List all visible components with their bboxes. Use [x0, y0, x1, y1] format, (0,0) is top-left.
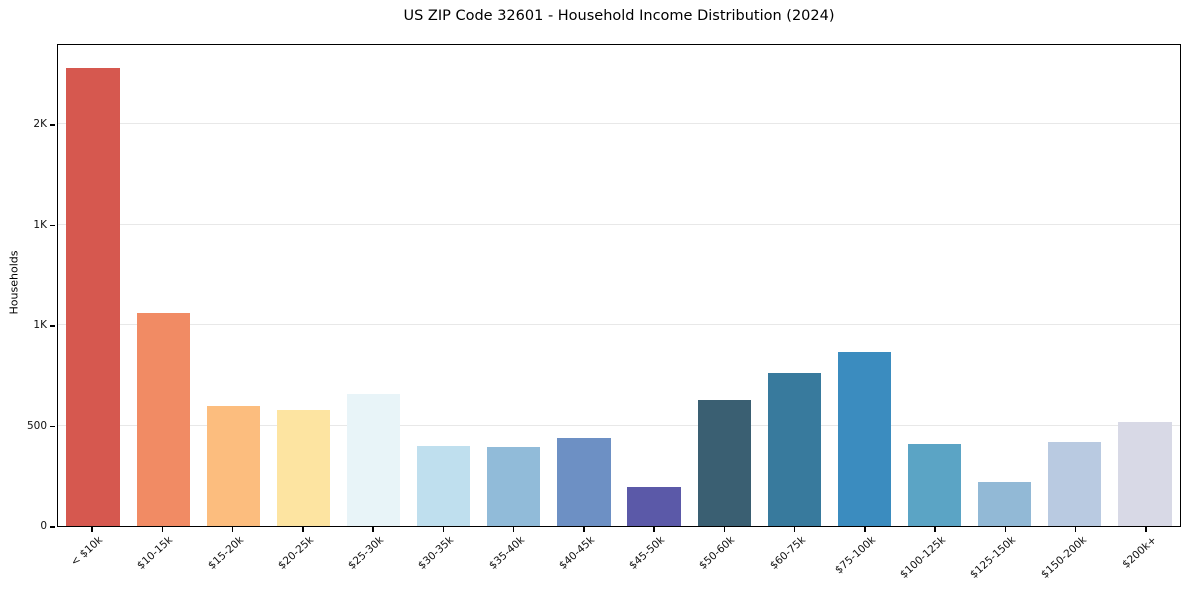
- bar-30-35k: [417, 446, 471, 526]
- x-tick-label: < $10k: [68, 534, 106, 569]
- y-axis-label: Households: [7, 250, 21, 315]
- x-tick-label: $75-100k: [832, 534, 878, 577]
- x-tick-mark: [231, 527, 234, 532]
- x-tick-mark: [934, 527, 936, 532]
- y-gridline: [58, 223, 1180, 225]
- x-tick-label: $10-15k: [135, 534, 176, 572]
- x-tick-label: $150-200k: [1038, 534, 1089, 581]
- y-tick-label: 500: [26, 419, 47, 432]
- x-tick-label: $15-20k: [205, 534, 246, 572]
- plot-area: [57, 44, 1181, 527]
- x-tick-label: $40-45k: [556, 534, 597, 572]
- bar-slot: [479, 45, 549, 526]
- bar-slot: [619, 45, 689, 526]
- y-tick-mark: [50, 425, 55, 428]
- x-tick-label: $45-50k: [626, 534, 668, 572]
- bar-slot: [759, 45, 829, 526]
- x-tick-mark: [653, 527, 655, 532]
- bar-125-150k: [978, 482, 1032, 526]
- x-tick-mark: [723, 527, 726, 532]
- y-tick-label: 1K: [33, 319, 47, 332]
- bar-slot: [198, 45, 268, 526]
- bar-slot: [829, 45, 899, 526]
- x-tick-label: $20-25k: [275, 534, 316, 572]
- bar-slot: [58, 45, 128, 526]
- bar-50-60k: [697, 399, 751, 526]
- bar-45-50k: [627, 486, 681, 526]
- bar-60-75k: [767, 373, 821, 526]
- bar-slot: [268, 45, 338, 526]
- x-tick-mark: [583, 527, 585, 532]
- bar-slot: [689, 45, 759, 526]
- x-tick-mark: [302, 527, 304, 532]
- bar-10-15k: [136, 313, 190, 526]
- y-tick-mark: [50, 325, 55, 327]
- x-tick-mark: [1145, 527, 1147, 532]
- x-tick-mark: [91, 527, 93, 532]
- x-tick-mark: [161, 527, 164, 532]
- x-tick-mark: [864, 527, 866, 532]
- x-tick-mark: [442, 527, 445, 532]
- bar-75-100k: [837, 351, 892, 526]
- bar-slot: [339, 45, 409, 526]
- bar-slot: [970, 45, 1040, 526]
- bar-25-30k: [346, 394, 401, 526]
- y-tick-mark: [50, 124, 55, 126]
- x-tick-label: $100-125k: [898, 534, 949, 581]
- y-tick-mark: [50, 526, 55, 528]
- x-tick-label: $30-35k: [416, 534, 457, 572]
- x-tick-mark: [512, 527, 515, 532]
- x-tick-label: $125-150k: [968, 534, 1019, 581]
- y-tick-label: 0: [40, 520, 47, 532]
- bar-150-200k: [1048, 442, 1102, 526]
- bars-row: [58, 45, 1180, 526]
- y-gridline: [58, 324, 1180, 326]
- bar-slot: [900, 45, 970, 526]
- bar-slot: [128, 45, 198, 526]
- x-tick-label: $60-75k: [767, 534, 808, 572]
- bar-slot: [1110, 45, 1180, 526]
- y-tick-mark: [50, 224, 55, 227]
- bar-200k: [1118, 421, 1172, 526]
- x-tick-mark: [1004, 527, 1007, 532]
- bar-10k: [66, 68, 120, 526]
- bar-35-40k: [487, 446, 541, 526]
- y-tick-label: 1K: [33, 218, 47, 231]
- x-tick-label: $200k+: [1119, 534, 1159, 571]
- x-tick-label: $35-40k: [486, 534, 527, 572]
- bar-40-45k: [557, 437, 611, 526]
- bar-15-20k: [206, 406, 260, 526]
- x-tick-mark: [372, 527, 374, 532]
- y-tick-label: 2K: [33, 118, 47, 131]
- x-tick-label: $50-60k: [697, 534, 738, 572]
- x-tick-mark: [1074, 527, 1077, 532]
- bar-20-25k: [276, 410, 331, 526]
- y-gridline: [58, 123, 1180, 125]
- bar-slot: [549, 45, 619, 526]
- x-tick-label: $25-30k: [345, 534, 387, 572]
- chart-title: US ZIP Code 32601 - Household Income Dis…: [403, 8, 835, 24]
- bar-slot: [409, 45, 479, 526]
- y-gridline: [58, 424, 1180, 426]
- x-tick-mark: [793, 527, 796, 532]
- bar-slot: [1040, 45, 1110, 526]
- bar-100-125k: [907, 444, 962, 526]
